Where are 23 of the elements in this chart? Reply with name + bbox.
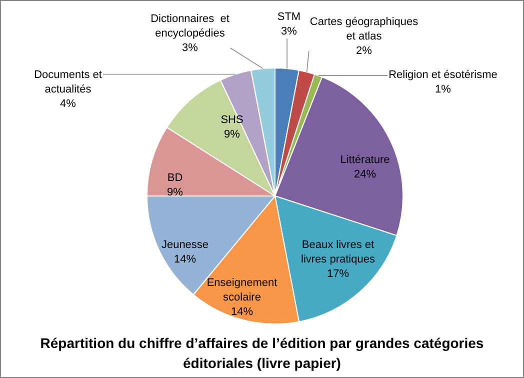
data-label: 3%: [182, 42, 198, 54]
text: Répartition du chiffre d’affaires de l’édition par grandes catégories éditoriales (livre papier): [40, 335, 484, 371]
slice-label: Beaux livres et livres pratiques: [301, 239, 376, 266]
data-label: 1%: [435, 84, 452, 96]
slice-label: STM: [277, 11, 301, 23]
slice-label: SHS: [220, 114, 244, 126]
slice-label: Littérature: [340, 154, 390, 166]
data-label: 24%: [354, 168, 376, 180]
slice-label: Cartes géographiques et atlas: [310, 16, 419, 42]
slice-label: Jeunesse: [161, 239, 209, 251]
data-label: 3%: [281, 26, 298, 38]
data-label: 2%: [356, 45, 372, 57]
data-label: 9%: [167, 186, 184, 198]
data-label: 9%: [224, 128, 240, 140]
slice-label: BD: [167, 172, 183, 184]
data-label: 14%: [174, 254, 196, 266]
data-label: 17%: [326, 268, 350, 280]
slice-label: Enseignement scolaire: [206, 277, 278, 304]
slice-label: Documents et actualités: [34, 69, 102, 96]
data-label: 14%: [230, 306, 254, 318]
data-label: 4%: [60, 98, 76, 110]
slice-label: Dictionnaires et encyclopédies: [150, 13, 230, 40]
slice-label: Religion et ésotérisme: [388, 69, 498, 81]
